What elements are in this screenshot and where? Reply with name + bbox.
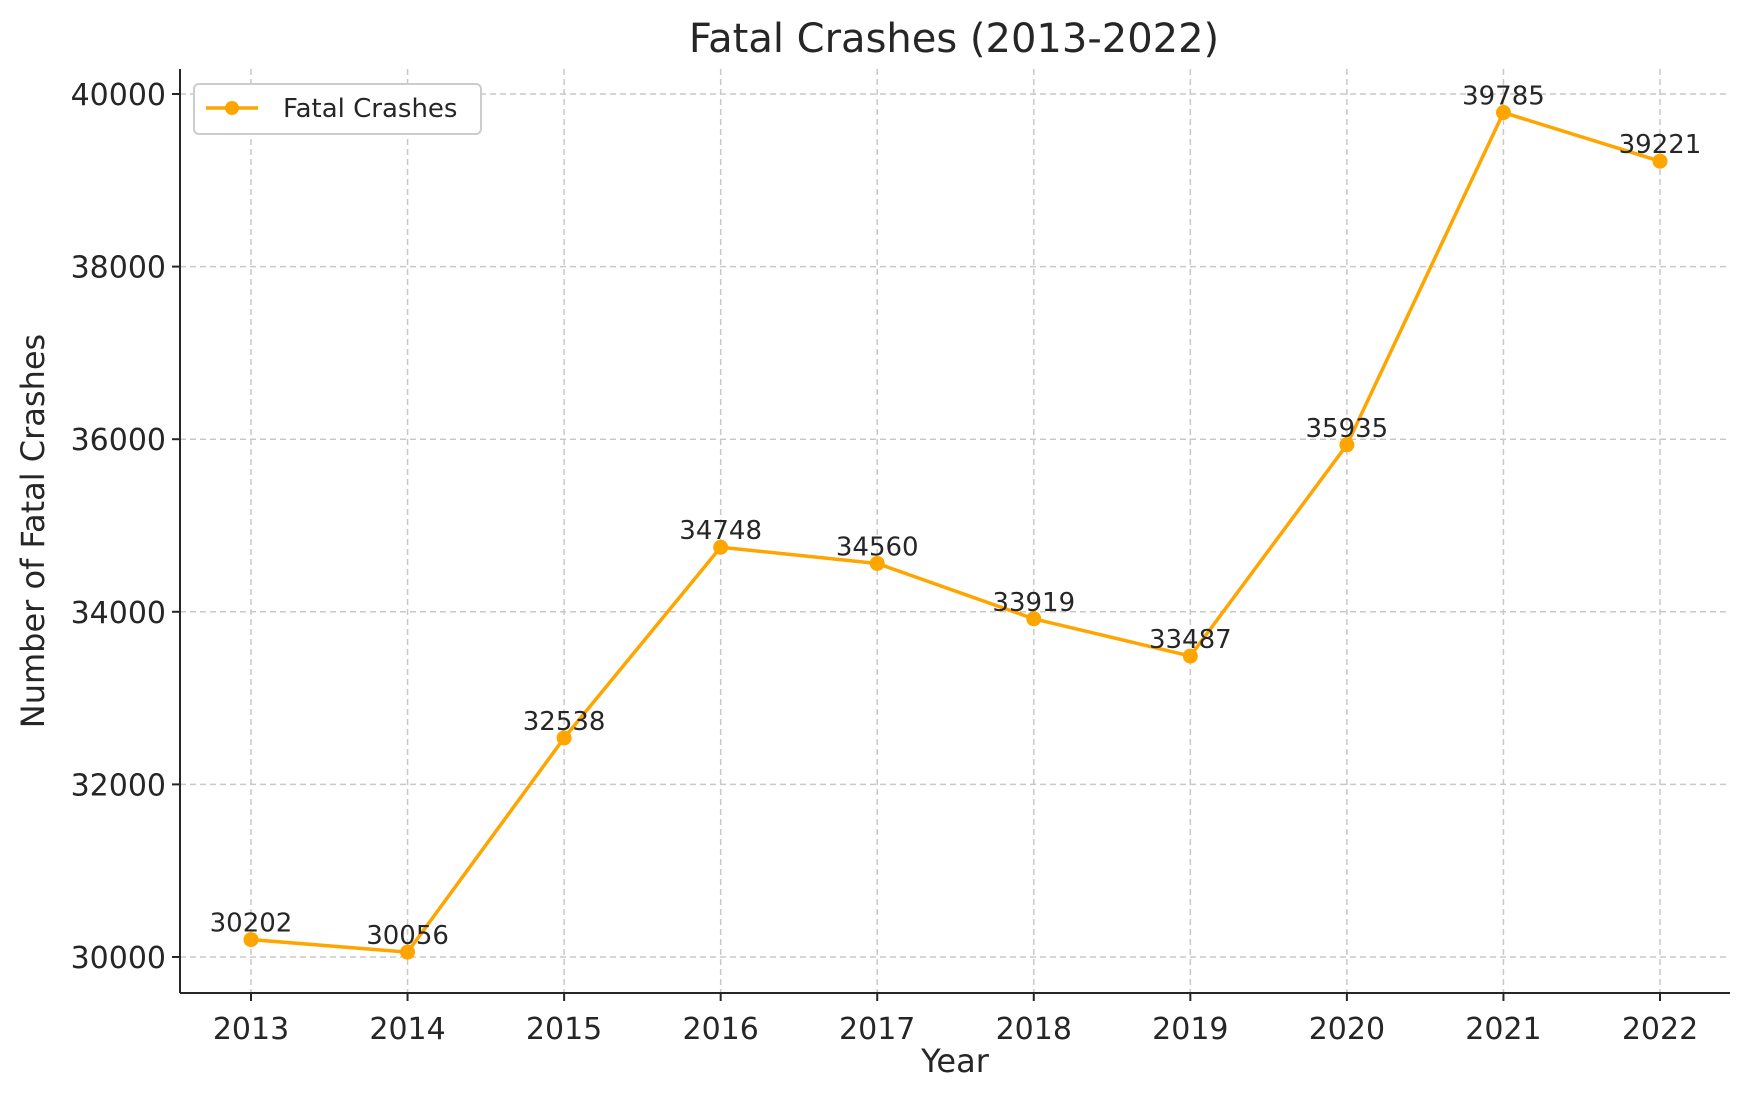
y-tick-label: 30000 <box>71 941 166 976</box>
y-tick-label: 32000 <box>71 768 166 803</box>
x-tick-label: 2016 <box>682 1012 758 1047</box>
y-axis-label: Number of Fatal Crashes <box>14 334 52 728</box>
data-point <box>1182 648 1198 664</box>
y-tick-label: 38000 <box>71 251 166 286</box>
legend-marker-icon <box>225 101 239 115</box>
x-tick-label: 2021 <box>1465 1012 1541 1047</box>
x-tick-label: 2019 <box>1152 1012 1228 1047</box>
data-label: 35935 <box>1306 414 1389 444</box>
data-label: 30056 <box>366 921 449 951</box>
x-tick-label: 2022 <box>1622 1012 1698 1047</box>
legend-box <box>193 83 482 135</box>
data-label: 33919 <box>992 588 1075 618</box>
grid <box>180 69 1730 993</box>
y-axis: 30000 32000 34000 36000 38000 40000 <box>71 78 180 976</box>
data-label: 39221 <box>1619 130 1702 160</box>
y-tick-label: 36000 <box>71 423 166 458</box>
chart-title: Fatal Crashes (2013-2022) <box>689 16 1219 62</box>
y-tick-label: 40000 <box>71 78 166 113</box>
data-label: 30202 <box>210 909 293 939</box>
data-label: 33487 <box>1149 625 1232 655</box>
x-tick-label: 2017 <box>839 1012 915 1047</box>
series-line <box>250 110 1661 954</box>
x-tick-label: 2014 <box>369 1012 445 1047</box>
data-label: 34748 <box>679 516 762 546</box>
legend-label: Fatal Crashes <box>283 94 457 124</box>
x-tick-label: 2013 <box>213 1012 289 1047</box>
data-point <box>556 730 572 746</box>
series-fatal-crashes <box>243 105 1668 960</box>
data-point <box>400 944 416 960</box>
x-axis: 2013 2014 2015 2016 2017 2018 2019 2020 2021 2022 <box>213 993 1698 1047</box>
data-point <box>1026 611 1042 627</box>
data-point <box>1339 437 1355 453</box>
x-tick-label: 2015 <box>526 1012 602 1047</box>
data-point <box>1495 105 1511 121</box>
data-label: 32538 <box>523 707 606 737</box>
data-point <box>243 932 259 948</box>
data-label: 39785 <box>1462 82 1545 112</box>
y-tick-label: 34000 <box>71 596 166 631</box>
x-tick-label: 2020 <box>1309 1012 1385 1047</box>
data-point <box>713 539 729 555</box>
data-labels: 30202 30056 32538 34748 34560 33919 33487 35935… <box>210 82 1702 952</box>
x-axis-label: Year <box>920 1042 990 1080</box>
data-point <box>1652 153 1668 169</box>
data-point <box>869 555 885 571</box>
data-label: 34560 <box>836 532 919 562</box>
legend: Fatal Crashes <box>193 83 482 135</box>
x-tick-label: 2018 <box>996 1012 1072 1047</box>
